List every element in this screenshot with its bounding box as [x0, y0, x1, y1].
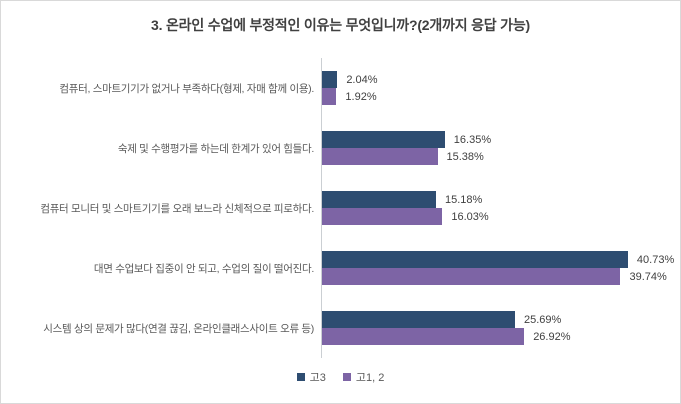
bar-go3: [322, 131, 445, 148]
value-label: 1.92%: [345, 90, 377, 103]
chart-row: 숙제 및 수행평가를 하는데 한계가 있어 힘들다. 16.35% 15.38%: [1, 118, 680, 178]
category-label: 대면 수업보다 집중이 안 되고, 수업의 질이 떨어진다.: [93, 262, 314, 275]
bar-line: 2.04%: [322, 71, 660, 88]
bar-line: 40.73%: [322, 251, 674, 268]
bar-go3: [322, 191, 437, 208]
legend-label: 고3: [309, 372, 326, 384]
bar-group: 2.04% 1.92%: [321, 58, 660, 118]
bar-go12: [322, 268, 621, 285]
bar-line: 15.38%: [322, 148, 660, 165]
value-label: 16.35%: [453, 133, 492, 146]
bar-line: 15.18%: [322, 191, 660, 208]
bar-group: 40.73% 39.74%: [321, 238, 674, 298]
legend-label: 고1, 2: [355, 372, 385, 384]
bar-line: 16.35%: [322, 131, 660, 148]
category-label: 숙제 및 수행평가를 하는데 한계가 있어 힘들다.: [117, 142, 314, 155]
bar-go12: [322, 88, 337, 105]
value-label: 39.74%: [629, 270, 667, 283]
value-label: 26.92%: [533, 330, 571, 343]
chart-row: 대면 수업보다 집중이 안 되고, 수업의 질이 떨어진다. 40.73% 39.7…: [1, 238, 680, 298]
legend-swatch-go12: [342, 373, 351, 381]
bar-go12: [322, 328, 525, 345]
chart-title: 3. 온라인 수업에 부정적인 이유는 무엇입니까?(2개까지 응답 가능): [151, 17, 530, 33]
legend-swatch-go3: [296, 373, 305, 381]
bar-line: 16.03%: [322, 208, 660, 225]
category-label: 컴퓨터 모니터 및 스마트기기를 오래 보느라 신체적으로 피로하다.: [40, 202, 314, 215]
bar-group: 15.18% 16.03%: [321, 178, 660, 238]
bar-group: 25.69% 26.92%: [321, 298, 660, 358]
legend: 고3 고1, 2: [1, 369, 680, 385]
bar-line: 26.92%: [322, 328, 660, 345]
chart-row: 컴퓨터 모니터 및 스마트기기를 오래 보느라 신체적으로 피로하다. 15.18…: [1, 178, 680, 238]
legend-item: 고1, 2: [342, 369, 385, 385]
value-label: 16.03%: [451, 210, 489, 223]
bar-go3: [322, 251, 628, 268]
chart-row: 컴퓨터, 스마트기기가 없거나 부족하다(형제, 자매 함께 이용). 2.04%…: [1, 58, 680, 118]
value-label: 15.38%: [446, 150, 484, 163]
chart-row: 시스템 상의 문제가 많다(연결 끊김, 온라인클래스사이트 오류 등) 25.6…: [1, 298, 680, 358]
plot-area: 컴퓨터, 스마트기기가 없거나 부족하다(형제, 자매 함께 이용). 2.04%…: [1, 58, 680, 358]
value-label: 40.73%: [636, 253, 675, 266]
category-label: 컴퓨터, 스마트기기가 없거나 부족하다(형제, 자매 함께 이용).: [59, 82, 314, 95]
bar-line: 25.69%: [322, 311, 660, 328]
bar-go12: [322, 148, 438, 165]
bar-line: 1.92%: [322, 88, 660, 105]
category-label: 시스템 상의 문제가 많다(연결 끊김, 온라인클래스사이트 오류 등): [43, 322, 314, 335]
bar-line: 39.74%: [322, 268, 667, 285]
bar-go3: [322, 311, 515, 328]
bar-group: 16.35% 15.38%: [321, 118, 660, 178]
value-label: 2.04%: [346, 73, 378, 86]
value-label: 25.69%: [523, 313, 562, 326]
bar-go3: [322, 71, 338, 88]
value-label: 15.18%: [445, 193, 483, 206]
bar-go12: [322, 208, 443, 225]
legend-item: 고3: [296, 369, 326, 385]
